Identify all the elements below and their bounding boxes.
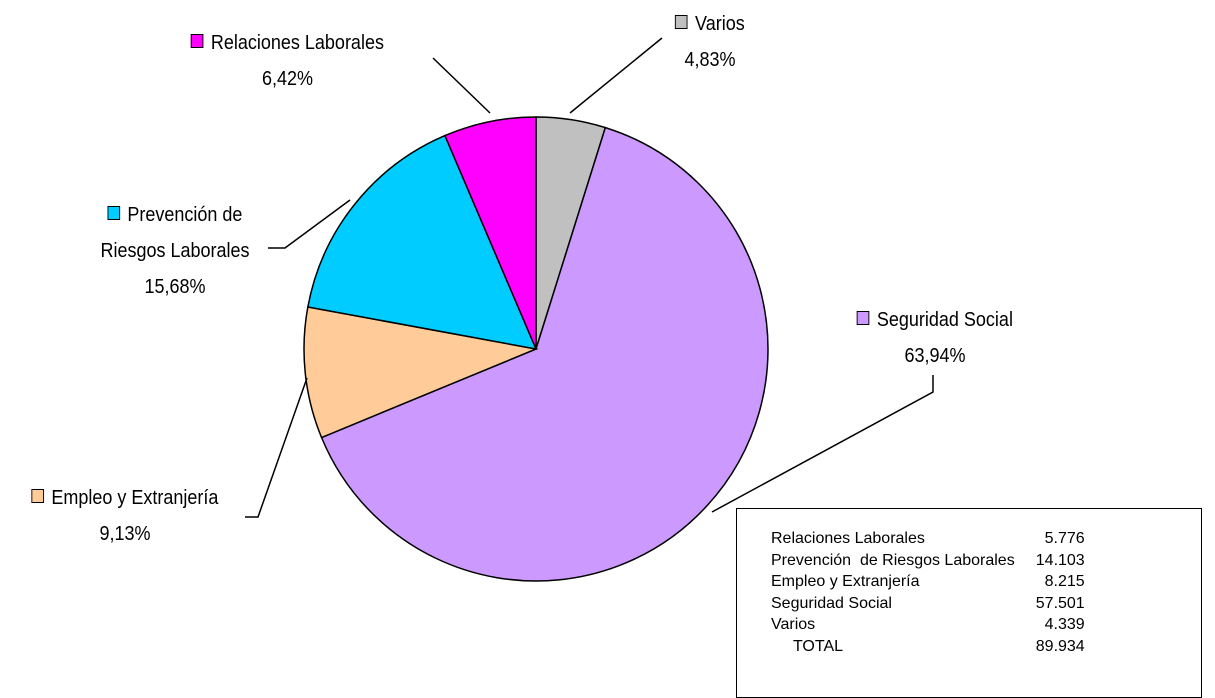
row-label: Varios xyxy=(771,616,816,633)
table-row: Prevención de Riesgos Laborales 14.103 xyxy=(771,550,1085,572)
slice-percent: 4,83% xyxy=(684,49,736,71)
table-row: Seguridad Social 57.501 xyxy=(771,593,1085,615)
leader-line xyxy=(569,37,663,114)
slice-label: Varios 4,83% xyxy=(647,6,773,78)
slice-name: Seguridad Social xyxy=(876,309,1013,331)
row-label: Relaciones Laborales xyxy=(771,530,925,547)
slice-name: Prevención de Riesgos Laborales xyxy=(100,204,250,262)
leader-line xyxy=(245,377,308,518)
row-label: TOTAL xyxy=(771,637,844,655)
leader-line xyxy=(268,199,351,249)
row-label: Prevención de Riesgos Laborales xyxy=(771,551,1015,569)
legend-key xyxy=(107,206,121,220)
table-row: Varios 4.339 xyxy=(771,614,1085,636)
slice-percent: 15,68% xyxy=(144,276,206,298)
row-label: Seguridad Social xyxy=(771,594,892,612)
row-value: 8.215 xyxy=(1044,573,1085,590)
page: {"chart_data": {"type": "pie", "categori… xyxy=(13,6,1202,698)
pie-slice xyxy=(306,134,538,350)
row-value: 89.934 xyxy=(1035,637,1085,655)
slice-percent: 63,94% xyxy=(904,345,966,367)
table-row: TOTAL 89.934 xyxy=(771,636,1085,658)
slice-percent: 6,42% xyxy=(261,68,314,90)
slice-label: Prevención de Riesgos Laborales 15,68% xyxy=(81,197,270,305)
table-row: Empleo y Extranjería 8.215 xyxy=(771,571,1085,593)
legend-key xyxy=(191,34,204,48)
row-value: 4.339 xyxy=(1044,616,1085,633)
slice-label: Empleo y Extranjería 9,13% xyxy=(13,480,238,552)
slice-label: Relaciones Laborales 6,42% xyxy=(173,25,403,97)
row-value: 5.776 xyxy=(1044,530,1085,547)
pie-slice xyxy=(320,126,769,582)
slice-percent: 9,13% xyxy=(99,523,151,545)
leader-line xyxy=(711,375,934,513)
slice-label: Seguridad Social 63,94% xyxy=(832,302,1039,374)
leader-line xyxy=(432,57,491,114)
table-row: Relaciones Laborales 5.776 xyxy=(771,528,1085,550)
row-label: Empleo y Extranjería xyxy=(771,573,920,590)
slice-name: Empleo y Extranjería xyxy=(51,487,219,509)
slice-name: Varios xyxy=(695,13,745,35)
pie-slice xyxy=(443,116,537,350)
pie-chart xyxy=(245,37,934,582)
summary-table: Relaciones Laborales 5.776 Prevención de R… xyxy=(736,508,1202,698)
table: Relaciones Laborales 5.776 Prevención de R… xyxy=(771,528,1085,657)
legend-key xyxy=(675,15,688,29)
row-value: 57.501 xyxy=(1035,594,1085,612)
legend-key xyxy=(857,311,870,325)
row-value: 14.103 xyxy=(1035,551,1085,569)
slice-name: Relaciones Laborales xyxy=(210,32,384,54)
legend-key xyxy=(31,489,45,503)
pie-slice xyxy=(303,306,539,439)
